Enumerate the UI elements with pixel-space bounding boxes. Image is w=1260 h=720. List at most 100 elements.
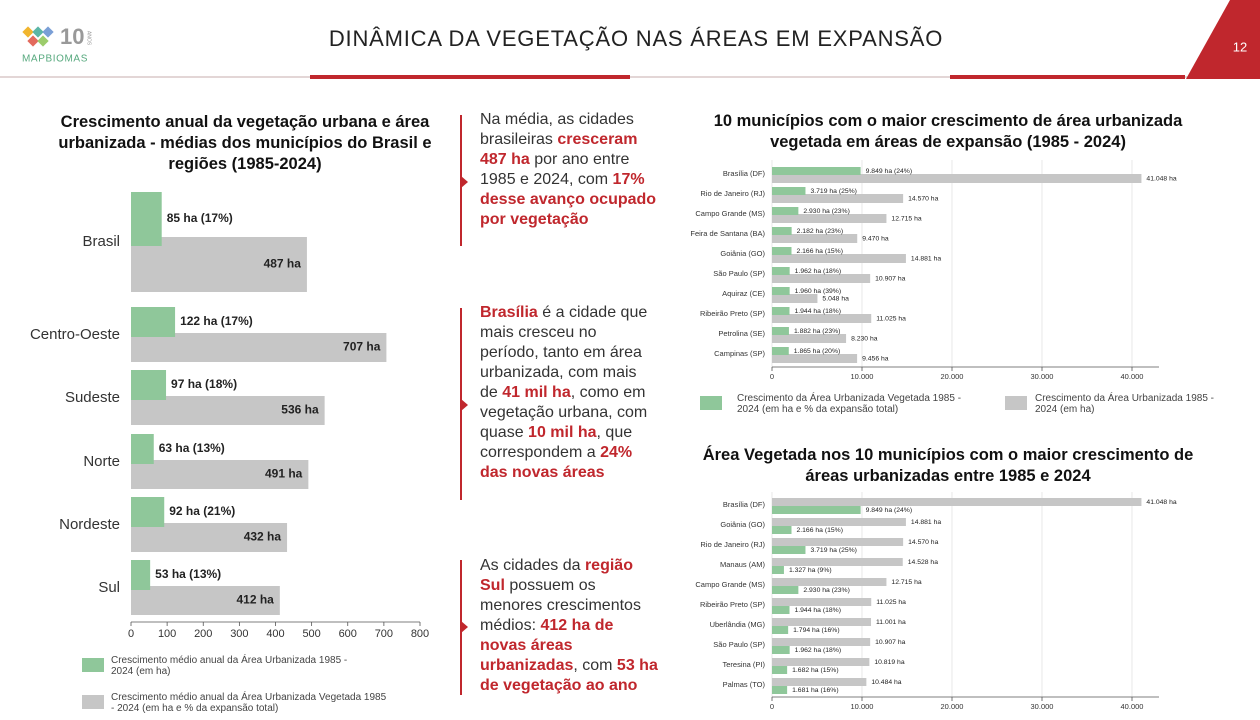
x-tick-label: 0	[770, 702, 774, 711]
value-label: 41.048 ha	[1146, 499, 1176, 506]
category-label: São Paulo (SP)	[713, 269, 765, 278]
x-tick-label: 40.000	[1121, 372, 1144, 381]
bar	[772, 538, 904, 546]
legend-label: Crescimento da Área Urbanizada Vegetada …	[737, 393, 962, 415]
header-accent	[310, 75, 630, 79]
value-label: 5.048 ha	[822, 295, 849, 302]
bar	[772, 334, 847, 343]
category-label: Palmas (TO)	[723, 680, 766, 689]
value-label: 1.681 ha (16%)	[792, 687, 838, 694]
value-label: 2.930 ha (23%)	[803, 208, 849, 215]
category-label: Teresina (PI)	[722, 660, 765, 669]
x-tick-label: 30.000	[1031, 372, 1054, 381]
logo-label: ANOS	[86, 31, 92, 46]
bar	[772, 167, 861, 175]
chart-title: 10 municípios com o maior crescimento de…	[713, 112, 1183, 151]
value-label: 432 ha	[244, 530, 282, 544]
value-label: 487 ha	[264, 257, 302, 271]
value-label: 1.962 ha (18%)	[795, 268, 841, 275]
x-tick-label: 400	[266, 628, 284, 640]
value-label: 11.025 ha	[876, 315, 906, 322]
bar	[131, 307, 176, 337]
category-label: Uberlândia (MG)	[710, 620, 766, 629]
value-label: 11.025 ha	[876, 599, 906, 606]
bar	[772, 526, 792, 534]
bar	[772, 174, 1142, 183]
value-label: 1.944 ha (18%)	[794, 308, 840, 315]
bar	[772, 227, 792, 235]
bar	[772, 678, 867, 686]
value-label: 3.719 ha (25%)	[810, 547, 856, 554]
bar	[772, 606, 790, 614]
bar	[772, 267, 790, 275]
callout-text: As cidades da região Sul possuem os meno…	[480, 556, 658, 696]
bar	[772, 498, 1142, 506]
category-label: Brasília (DF)	[723, 500, 766, 509]
value-label: 1.327 ha (9%)	[789, 567, 832, 574]
value-label: 412 ha	[236, 593, 274, 607]
bar	[131, 434, 154, 464]
bar	[772, 658, 870, 666]
x-tick-label: 30.000	[1031, 702, 1054, 711]
bar	[131, 237, 307, 292]
logo: 10 ANOS MAPBIOMAS	[22, 24, 92, 65]
value-label: 491 ha	[265, 467, 303, 481]
bar	[772, 598, 872, 606]
value-label: 10.907 ha	[875, 275, 905, 282]
text-run: As cidades da	[480, 557, 585, 574]
legend-swatch	[82, 658, 104, 672]
category-label: Feira de Santana (BA)	[690, 229, 765, 238]
text-run: 24% das novas áreas	[480, 444, 633, 481]
x-tick-label: 20.000	[941, 702, 964, 711]
value-label: 2.166 ha (15%)	[796, 248, 842, 255]
bar	[772, 618, 872, 626]
value-label: 12.715 ha	[891, 579, 921, 586]
text-run: Na média, as cidades brasileiras	[480, 111, 634, 148]
legend-swatch	[82, 695, 104, 709]
value-label: 10.484 ha	[871, 679, 901, 686]
bar	[772, 518, 906, 526]
bar	[772, 294, 818, 303]
category-label: Campo Grande (MS)	[695, 580, 765, 589]
x-tick-label: 200	[194, 628, 212, 640]
bar	[131, 497, 165, 527]
x-tick-label: 300	[230, 628, 248, 640]
text-run: 17% desse avanço ocupado por vegetação	[480, 171, 657, 228]
page-number: 12	[1233, 39, 1247, 54]
category-label: Goiânia (GO)	[720, 520, 765, 529]
value-label: 1.865 ha (20%)	[794, 348, 840, 355]
category-label: Ribeirão Preto (SP)	[700, 309, 766, 318]
text-run: região Sul	[480, 557, 633, 594]
value-label: 536 ha	[281, 403, 319, 417]
value-label: 14.881 ha	[911, 255, 941, 262]
legend-swatch	[1005, 396, 1027, 410]
value-label: 9.849 ha (24%)	[866, 168, 912, 175]
category-label: Manaus (AM)	[720, 560, 766, 569]
bar	[772, 686, 788, 694]
x-tick-label: 10.000	[851, 372, 874, 381]
value-label: 14.528 ha	[908, 559, 938, 566]
text-run: é a cidade que mais cresceu no período, …	[480, 304, 648, 401]
value-label: 2.930 ha (23%)	[803, 587, 849, 594]
bar	[131, 396, 325, 425]
legend-label: Crescimento da Área Urbanizada 1985 - 20…	[1035, 393, 1214, 415]
callout-text: Brasília é a cidade que mais cresceu no …	[480, 303, 658, 483]
x-tick-label: 600	[339, 628, 357, 640]
bar	[772, 638, 871, 646]
value-label: 9.456 ha	[862, 355, 889, 362]
logo-number: 10	[60, 24, 84, 49]
value-label: 53 ha (13%)	[155, 567, 221, 581]
bar	[772, 287, 790, 295]
bar	[772, 646, 790, 654]
chart-title: Crescimento anual da vegetação urbana e …	[58, 113, 432, 173]
chart-title: Área Vegetada nos 10 municípios com o ma…	[702, 446, 1194, 485]
x-tick-label: 100	[158, 628, 176, 640]
text-run: possuem os menores crescimentos médios:	[480, 577, 641, 634]
page-tab	[1186, 0, 1260, 79]
text-run: por ano entre 1985 e 2024, com	[480, 151, 630, 188]
value-label: 63 ha (13%)	[159, 441, 225, 455]
bar	[131, 586, 280, 615]
x-tick-label: 800	[411, 628, 429, 640]
